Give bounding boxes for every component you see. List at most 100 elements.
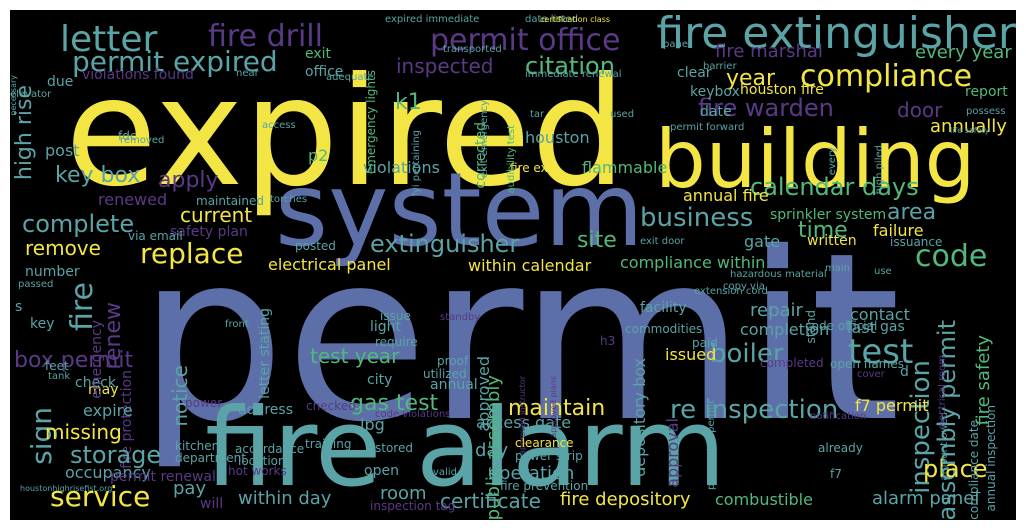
word-replace: replace xyxy=(140,237,244,270)
word-extension-cord: extension cord xyxy=(694,286,768,297)
word-building: building xyxy=(655,113,976,206)
word-re-inspection: re inspection xyxy=(670,395,839,425)
word-violations: violations xyxy=(363,158,440,177)
word-time: time xyxy=(798,218,848,243)
word-already: already xyxy=(818,441,863,455)
word-permit-renewal: permit renewal xyxy=(110,469,216,485)
word-check: check xyxy=(75,375,116,391)
word-d: d xyxy=(900,364,909,380)
word-certification-class: certification class xyxy=(540,15,611,24)
word-annual: annual xyxy=(430,377,478,393)
word-expire: expire xyxy=(83,401,133,420)
word-post: post xyxy=(45,141,80,160)
word-key: key xyxy=(30,316,55,332)
word-inspection-tag: inspection tag xyxy=(370,499,456,513)
word-power: power xyxy=(185,396,223,410)
word-failure: failure xyxy=(873,221,924,240)
word-tar: tar xyxy=(530,109,545,120)
word-expired-immediate: expired immediate xyxy=(385,14,480,25)
word-removed: removed xyxy=(120,135,165,146)
word-number: number xyxy=(25,264,80,280)
word-lpg: lpg xyxy=(360,415,385,434)
word-fire-ext: fire ext xyxy=(510,161,553,175)
word-fire-warden: fire warden xyxy=(698,94,834,122)
word-letter-stating: letter stating xyxy=(257,308,273,399)
word-immediate-renewal: immediate renewal xyxy=(525,69,622,80)
word-sprinkler-system: sprinkler system xyxy=(770,207,887,223)
word-cover: cover xyxy=(857,369,885,380)
word-open-flames: open flames xyxy=(830,357,904,371)
word-inspected: inspected xyxy=(396,54,494,78)
word-hazardous-material: hazardous material xyxy=(730,269,827,280)
word-access: access xyxy=(262,120,296,131)
word-copy-via: copy via xyxy=(723,281,765,292)
word-room: room xyxy=(380,483,427,504)
word-within-day: within day xyxy=(238,488,332,509)
word-accordance: accordance xyxy=(235,442,305,456)
word-checked: checked xyxy=(306,399,356,413)
word-permit-office: permit office xyxy=(430,23,621,58)
word-permit: permit xyxy=(138,203,901,473)
word-k1: k1 xyxy=(395,90,422,115)
word-issued: issued xyxy=(665,345,717,364)
word-tank: tank xyxy=(48,371,71,382)
word-feet: feet xyxy=(45,359,69,373)
word-complete: complete xyxy=(22,210,135,238)
word-door: door xyxy=(897,98,943,122)
word-passed: passed xyxy=(18,279,54,290)
word-h3: h3 xyxy=(600,334,616,348)
word-necessary: necessary xyxy=(10,75,18,116)
word-contact: contact xyxy=(850,305,910,324)
word-test: test xyxy=(848,332,914,372)
word-storage: storage xyxy=(70,441,162,469)
word-facility: facility xyxy=(640,300,687,316)
word-fyi-pertaining: fyi pertaining xyxy=(411,130,422,197)
word-fdc: fdc xyxy=(118,129,137,143)
word-open: open xyxy=(364,463,399,479)
word-emergency-lights: emergency lights xyxy=(364,70,378,175)
word-safety-plan: safety plan xyxy=(170,224,248,240)
word-permit-expired: permit expired xyxy=(72,45,278,78)
word-last: last xyxy=(847,318,876,337)
word-calendar-days: calendar days xyxy=(750,173,919,201)
word-torches: torches xyxy=(270,194,308,205)
word-paid: paid xyxy=(692,336,718,350)
word-remove: remove xyxy=(25,236,101,260)
word-maintained: maintained xyxy=(196,194,264,208)
word-transported: transported xyxy=(443,44,502,55)
word-key-box: key box xyxy=(55,163,141,188)
word-compliance: compliance xyxy=(800,59,973,94)
word-area: area xyxy=(887,200,937,225)
word-s: s xyxy=(15,299,23,315)
word-possess: possess xyxy=(966,106,1006,117)
word-city: city xyxy=(367,372,393,388)
word-emergency: emergency xyxy=(89,320,105,399)
word-prevention-permit: prevention permit xyxy=(706,400,717,491)
word-missing: missing xyxy=(45,420,122,444)
word-issuance: issuance xyxy=(890,235,943,249)
word-combustible: combustible xyxy=(715,490,813,509)
word-every-year: every year xyxy=(915,42,1012,63)
word-fire-depository: fire depository xyxy=(560,489,691,510)
word-hot-works: hot works xyxy=(228,464,287,478)
word-place: place xyxy=(923,455,988,483)
word-apply: apply xyxy=(158,168,219,193)
word-fire-prevention: fire prevention xyxy=(500,479,589,493)
word-renewed: renewed xyxy=(98,190,168,209)
word-f7: f7 xyxy=(830,467,842,481)
word-letter: letter xyxy=(60,19,158,60)
word-stored: stored xyxy=(375,441,413,455)
word-gas: gas xyxy=(880,319,905,335)
word-approval: approval xyxy=(663,418,682,488)
word-date-listed: date listed xyxy=(525,14,578,25)
word-elevator: elevator xyxy=(10,89,52,100)
word-repair: repair xyxy=(750,300,803,321)
word-adequate: adequate xyxy=(326,72,374,83)
word-front: front xyxy=(225,319,249,330)
word-used: used xyxy=(610,109,635,120)
word-will: will xyxy=(200,496,224,512)
word-near: near xyxy=(236,68,259,79)
word-exit-door: exit door xyxy=(640,236,685,247)
word-access-gate: access gate xyxy=(476,413,572,432)
word-valid: valid xyxy=(433,467,457,478)
